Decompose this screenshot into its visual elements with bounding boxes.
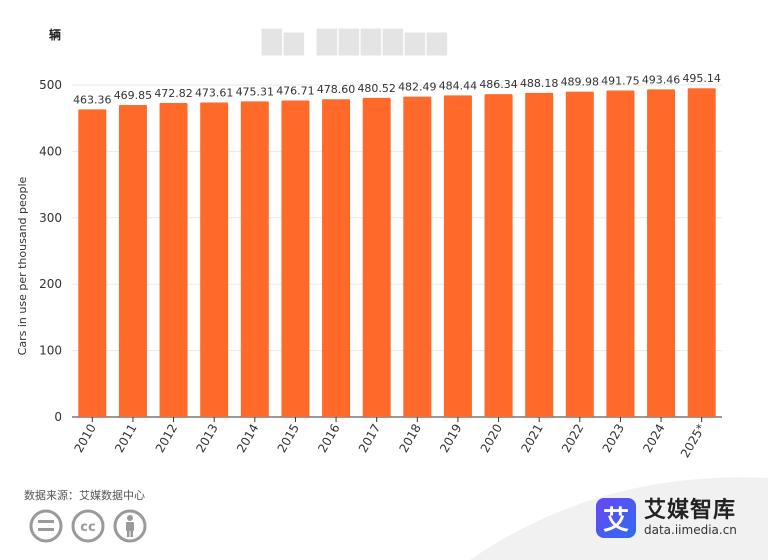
- bar: [118, 105, 147, 418]
- watermark-title: ▇▆ ▇▇▇▇▆▆: [262, 26, 450, 56]
- y-tick-label: 100: [39, 344, 62, 358]
- bar-value-label: 478.60: [317, 83, 356, 96]
- bar: [565, 91, 594, 417]
- bar-value-label: 472.82: [154, 87, 193, 100]
- bar-value-label: 488.18: [520, 77, 559, 90]
- y-axis-unit-label: 辆: [49, 28, 62, 42]
- x-tick-label: 2023: [600, 422, 627, 455]
- data-source-note: 数据来源：艾媒数据中心: [24, 489, 145, 502]
- equal-icon: [29, 509, 63, 543]
- brand-url: data.iimedia.cn: [644, 523, 737, 537]
- bar: [606, 90, 635, 417]
- y-tick-label: 0: [54, 410, 62, 424]
- brand-name: 艾媒智库: [644, 498, 737, 523]
- bar-value-label: 486.34: [479, 78, 518, 91]
- y-tick-label: 300: [39, 211, 62, 225]
- x-tick-label: 2011: [112, 422, 139, 455]
- x-tick-label: 2017: [356, 422, 383, 455]
- bar: [240, 101, 269, 417]
- bar: [159, 103, 188, 418]
- x-tick-label: 2022: [559, 422, 586, 455]
- bar-value-label: 475.31: [236, 85, 275, 98]
- x-tick-label: 2015: [275, 422, 302, 455]
- x-tick-label: 2021: [518, 422, 545, 455]
- bar-chart: 0 100 200 300 400 500 463.36 2010 469.85 2011 472.…: [16, 72, 722, 461]
- bar: [322, 99, 351, 418]
- x-tick-label: 2013: [193, 422, 220, 455]
- x-tick-label: 2012: [153, 422, 180, 455]
- y-tick-label: 500: [39, 78, 62, 92]
- bar-value-label: 484.44: [439, 79, 478, 92]
- x-tick-label: 2016: [315, 422, 342, 455]
- bar: [443, 95, 472, 417]
- bar: [525, 92, 554, 417]
- y-tick-label: 200: [39, 277, 62, 291]
- x-tick-label: 2014: [234, 422, 261, 455]
- bar-value-label: 480.52: [357, 82, 396, 95]
- bar-value-label: 489.98: [561, 76, 600, 89]
- x-tick-label: 2024: [640, 422, 667, 455]
- y-tick-label: 400: [39, 144, 62, 158]
- x-tick-label: 2018: [397, 422, 424, 455]
- brand-logo-icon: 艾: [596, 498, 636, 538]
- bar-value-label: 482.49: [398, 81, 437, 94]
- x-tick-label: 2025*: [678, 422, 708, 461]
- bar: [403, 96, 432, 417]
- bar-value-label: 473.61: [195, 87, 234, 100]
- brand-block: 艾 艾媒智库 data.iimedia.cn: [596, 498, 737, 538]
- bar: [200, 102, 229, 418]
- cc-icon: cc: [71, 509, 105, 543]
- x-tick-label: 2010: [72, 422, 99, 455]
- x-tick-label: 2020: [478, 422, 505, 455]
- bar: [78, 109, 107, 418]
- svg-text:cc: cc: [80, 520, 95, 535]
- bar-value-label: 469.85: [114, 89, 153, 102]
- bar: [687, 88, 716, 417]
- bar-value-label: 495.14: [682, 72, 721, 85]
- bar: [484, 94, 513, 417]
- y-axis-title: Cars in use per thousand people: [16, 176, 29, 355]
- bar-value-label: 463.36: [73, 93, 112, 106]
- bar: [281, 100, 310, 417]
- license-icons: cc: [29, 509, 147, 543]
- bar-value-label: 493.46: [642, 73, 681, 86]
- bar: [647, 89, 676, 417]
- x-tick-label: 2019: [437, 422, 464, 455]
- bar-value-label: 491.75: [601, 74, 640, 87]
- bar: [362, 97, 391, 417]
- attribution-person-icon: [113, 509, 147, 543]
- bar-value-label: 476.71: [276, 84, 315, 97]
